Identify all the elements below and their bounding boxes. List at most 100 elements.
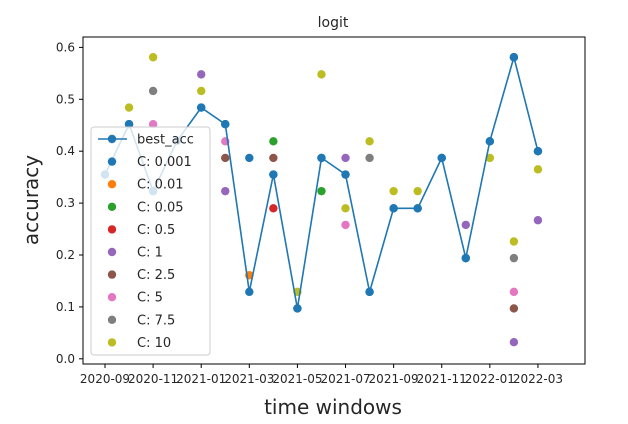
legend-label: C: 0.01: [137, 178, 184, 193]
line-marker: [365, 287, 374, 297]
legend-marker: [107, 225, 117, 234]
series-4: [269, 204, 278, 213]
legend-item: C: 7.5: [107, 313, 175, 328]
x-tick-label: 2020-11: [128, 372, 178, 386]
legend-marker: [107, 338, 117, 347]
x-tick-label: 2021-05: [272, 372, 322, 386]
line-marker: [485, 137, 495, 146]
data-point: [341, 220, 350, 230]
y-axis-label: accuracy: [19, 155, 43, 245]
legend-label: C: 2.5: [137, 268, 175, 283]
line-marker: [221, 120, 230, 129]
line-marker: [533, 146, 543, 156]
legend-marker: [107, 293, 117, 302]
data-point: [317, 70, 326, 79]
chart-title: logit: [318, 15, 349, 31]
y-tick-label: 0.3: [56, 196, 75, 210]
legend-marker: [107, 247, 117, 257]
data-point: [509, 237, 519, 246]
line-marker: [245, 287, 254, 297]
y-tick-label: 0.1: [56, 300, 75, 314]
line-marker: [293, 304, 302, 313]
data-point: [221, 153, 230, 163]
data-point: [148, 120, 158, 129]
data-point: [365, 153, 374, 163]
line-marker: [317, 153, 326, 163]
legend-marker: [107, 270, 117, 279]
data-point: [197, 70, 206, 79]
legend-label: C: 5: [137, 291, 163, 306]
data-point: [509, 304, 519, 313]
x-axis: 2020-092020-112021-012021-032021-052021-…: [80, 364, 563, 386]
x-tick-label: 2021-07: [320, 372, 370, 386]
legend-item: C: 2.5: [107, 268, 175, 283]
y-tick-label: 0.6: [56, 40, 75, 54]
data-point: [341, 204, 350, 213]
data-point: [197, 86, 206, 96]
data-point: [413, 186, 422, 196]
y-tick-label: 0.4: [56, 144, 75, 158]
legend-item: C: 0.001: [107, 155, 192, 170]
data-point: [245, 153, 254, 163]
legend-frame: [90, 126, 211, 356]
legend-label: C: 1: [137, 246, 163, 261]
y-tick-label: 0.5: [56, 92, 75, 106]
y-tick-label: 0.2: [56, 248, 75, 262]
line-marker: [461, 253, 470, 263]
data-point: [509, 338, 519, 347]
line-marker: [269, 170, 278, 179]
legend-label: C: 10: [137, 336, 171, 351]
line-marker: [124, 120, 134, 129]
series-6: [221, 153, 519, 313]
legend-label: C: 0.001: [137, 155, 192, 170]
legend-label: C: 0.5: [137, 223, 175, 238]
line-marker: [509, 53, 519, 62]
x-axis-label: time windows: [264, 395, 402, 419]
x-tick-label: 2021-11: [417, 372, 467, 386]
legend-label: C: 7.5: [137, 313, 175, 328]
line-marker: [437, 153, 446, 163]
data-point: [124, 103, 134, 112]
data-point: [269, 204, 278, 213]
data-point: [148, 86, 158, 96]
data-point: [317, 186, 326, 196]
legend-item: C: 0.01: [107, 178, 184, 193]
legend-item: C: 1: [107, 246, 163, 261]
legend-label: C: 0.05: [137, 200, 184, 215]
legend-item: best_acc: [98, 133, 194, 148]
data-point: [509, 287, 519, 297]
data-point: [533, 165, 543, 174]
data-point: [148, 53, 158, 62]
legend: best_acc C: 0.001 C: 0.01 C: 0.05 C: 0.5 C: 1…: [90, 126, 211, 356]
series-9: [124, 53, 543, 297]
y-axis: 0.0 0.1 0.2 0.3 0.4 0.5 0.6: [56, 40, 83, 366]
legend-item: C: 0.05: [107, 200, 184, 215]
series-5: [197, 70, 543, 347]
line-marker: [341, 170, 350, 179]
data-point: [269, 153, 278, 163]
data-point: [533, 216, 543, 225]
legend-marker: [107, 202, 117, 211]
legend-item: C: 0.5: [107, 223, 175, 238]
series-8: [148, 86, 519, 263]
line-marker: [413, 204, 422, 213]
x-tick-label: 2022-01: [465, 372, 515, 386]
line-marker: [389, 204, 398, 213]
x-tick-label: 2021-09: [369, 372, 419, 386]
data-point: [221, 186, 230, 196]
data-point: [341, 153, 350, 163]
series-3: [269, 137, 326, 196]
legend-item: C: 5: [107, 291, 163, 306]
data-point: [485, 153, 495, 163]
x-tick-label: 2020-09: [80, 372, 130, 386]
legend-label: best_acc: [137, 133, 194, 148]
data-point: [509, 253, 519, 263]
x-tick-label: 2021-03: [224, 372, 274, 386]
legend-marker: [107, 134, 117, 144]
x-tick-label: 2021-01: [176, 372, 226, 386]
data-point: [389, 186, 398, 196]
line-marker: [197, 103, 206, 112]
data-point: [461, 220, 470, 230]
legend-marker: [107, 315, 117, 324]
